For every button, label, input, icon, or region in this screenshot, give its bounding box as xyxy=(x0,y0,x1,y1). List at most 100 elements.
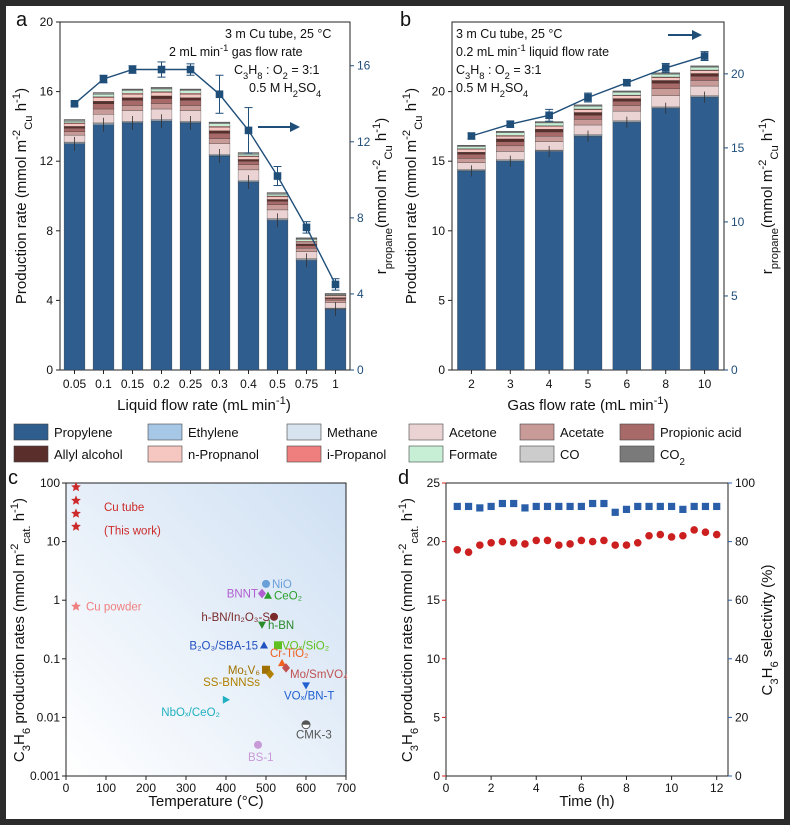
y-tick-label: 20 xyxy=(40,15,54,29)
bar-segment xyxy=(92,101,115,104)
bar-segment xyxy=(651,88,680,96)
y2-tick-label: 80 xyxy=(735,535,749,549)
selectivity-point xyxy=(453,502,461,511)
legend-label: Formate xyxy=(449,447,497,462)
bar-segment xyxy=(266,220,289,371)
legend-item: n-Propnanol xyxy=(147,445,259,463)
x-tick-label: 0.2 xyxy=(153,377,170,391)
y-tick-label: 15 xyxy=(432,154,446,168)
annotation-line: 2 mL min-1 gas flow rate xyxy=(169,43,303,59)
bar-segment xyxy=(237,161,260,165)
bar-segment xyxy=(690,80,719,87)
bar-segment xyxy=(496,138,525,142)
production-rate-point xyxy=(509,538,518,547)
y-tick-label: 15 xyxy=(427,593,441,607)
scatter-point xyxy=(260,641,268,649)
production-rate-point xyxy=(611,541,619,549)
legend-swatch xyxy=(408,423,444,441)
production-rate-point xyxy=(498,537,507,546)
x-tick-label: 8 xyxy=(623,781,630,795)
selectivity-point xyxy=(487,502,495,511)
x-tick-label: 0.75 xyxy=(295,377,319,391)
production-rate-point xyxy=(588,537,597,546)
legend-item: i-Propanol xyxy=(286,445,386,463)
production-rate-point xyxy=(577,536,586,545)
production-rate-point xyxy=(476,541,484,549)
y-axis-label: Production rate (mmol m-2Cu h-1) xyxy=(401,88,425,304)
plot-frame xyxy=(59,21,351,371)
selectivity-point xyxy=(634,502,642,511)
legend-swatch xyxy=(286,423,322,441)
y2-tick-label: 12 xyxy=(357,135,371,149)
bar-segment xyxy=(266,192,289,194)
scatter-point xyxy=(71,601,81,611)
bar-segment xyxy=(179,122,202,371)
panel-label: c xyxy=(8,467,18,489)
bar-segment xyxy=(208,130,231,134)
legend-swatch xyxy=(13,423,49,441)
production-rate-point xyxy=(453,546,462,554)
bar-segment xyxy=(496,145,525,152)
bar-segment xyxy=(63,127,86,132)
selectivity-point xyxy=(476,504,484,512)
annotation-line: 0.5 M H2SO4 xyxy=(456,81,528,99)
y2-tick-label: 0 xyxy=(731,363,738,377)
bar-segment xyxy=(121,94,144,98)
x-tick-label: 4 xyxy=(533,781,540,795)
annotation-line: 3 m Cu tube, 25 °C xyxy=(456,27,562,41)
point-annotation: (This work) xyxy=(104,526,161,538)
bar-segment xyxy=(208,123,231,127)
bar-segment xyxy=(237,164,260,171)
production-rate-point xyxy=(543,536,552,545)
y2-tick-label: 10 xyxy=(731,215,745,229)
production-rate-point xyxy=(532,536,541,545)
x-tick-label: 2 xyxy=(468,377,475,391)
rpropane-point xyxy=(302,223,311,232)
scatter-point xyxy=(282,663,290,673)
legend-swatch xyxy=(147,423,183,441)
legend-label: Ethylene xyxy=(188,425,239,440)
bar-segment xyxy=(457,146,486,149)
point-label: VOₓ/BN-T xyxy=(284,691,334,703)
annotation-line: 0.2 mL min-1 liquid flow rate xyxy=(456,43,609,59)
legend-item: Methane xyxy=(286,423,378,441)
rpropane-point xyxy=(244,126,253,135)
bar-segment xyxy=(324,298,347,301)
production-rate-point xyxy=(622,541,631,549)
y2-tick-label: 5 xyxy=(731,289,738,303)
bar-segment xyxy=(324,295,347,298)
bar-segment xyxy=(457,145,486,147)
y-axis-label: Production rate (mmol m-2Cu h-1) xyxy=(11,88,35,304)
panel-d: d 0 2 4 6 8 10 12 0 5 10 15 20 25 0 20 40 60 80 100 Time (h)… xyxy=(397,467,781,810)
bar-segment xyxy=(63,143,86,371)
point-label: NbOₓ/CeO₂ xyxy=(161,707,220,719)
point-label: Cu tube xyxy=(104,502,144,514)
bar-segment xyxy=(179,88,202,91)
y2-tick-label: 40 xyxy=(735,652,749,666)
legend-label: i-Propanol xyxy=(327,447,386,462)
y-tick-label: 10 xyxy=(47,535,61,549)
bar-segment xyxy=(690,73,719,77)
y2-axis-label: C3H6 selectivity (%) xyxy=(759,565,781,696)
point-label: B₂O₃/SBA-15 xyxy=(189,640,258,652)
plot-frame xyxy=(65,482,347,777)
bar-segment xyxy=(535,129,564,133)
bar-segment xyxy=(535,135,564,142)
bar-segment xyxy=(150,95,173,99)
panel-label: a xyxy=(16,9,28,31)
panel-label: d xyxy=(398,467,409,489)
y-tick-label: 0 xyxy=(438,363,445,377)
legend-swatch xyxy=(519,423,555,441)
bar-segment xyxy=(612,90,641,92)
production-rate-point xyxy=(566,540,574,548)
bar-segment xyxy=(573,115,603,120)
rpropane-point xyxy=(545,111,553,120)
bar-segment xyxy=(612,92,641,96)
y2-axis-label: rpropane(mmol m-2Cu h-1) xyxy=(757,118,781,275)
scatter-point xyxy=(266,669,274,679)
bar-segment xyxy=(535,131,564,137)
bar-segment xyxy=(266,204,289,211)
bar-segment xyxy=(573,119,603,126)
bar-segment xyxy=(150,98,173,104)
production-rate-point xyxy=(679,531,687,540)
